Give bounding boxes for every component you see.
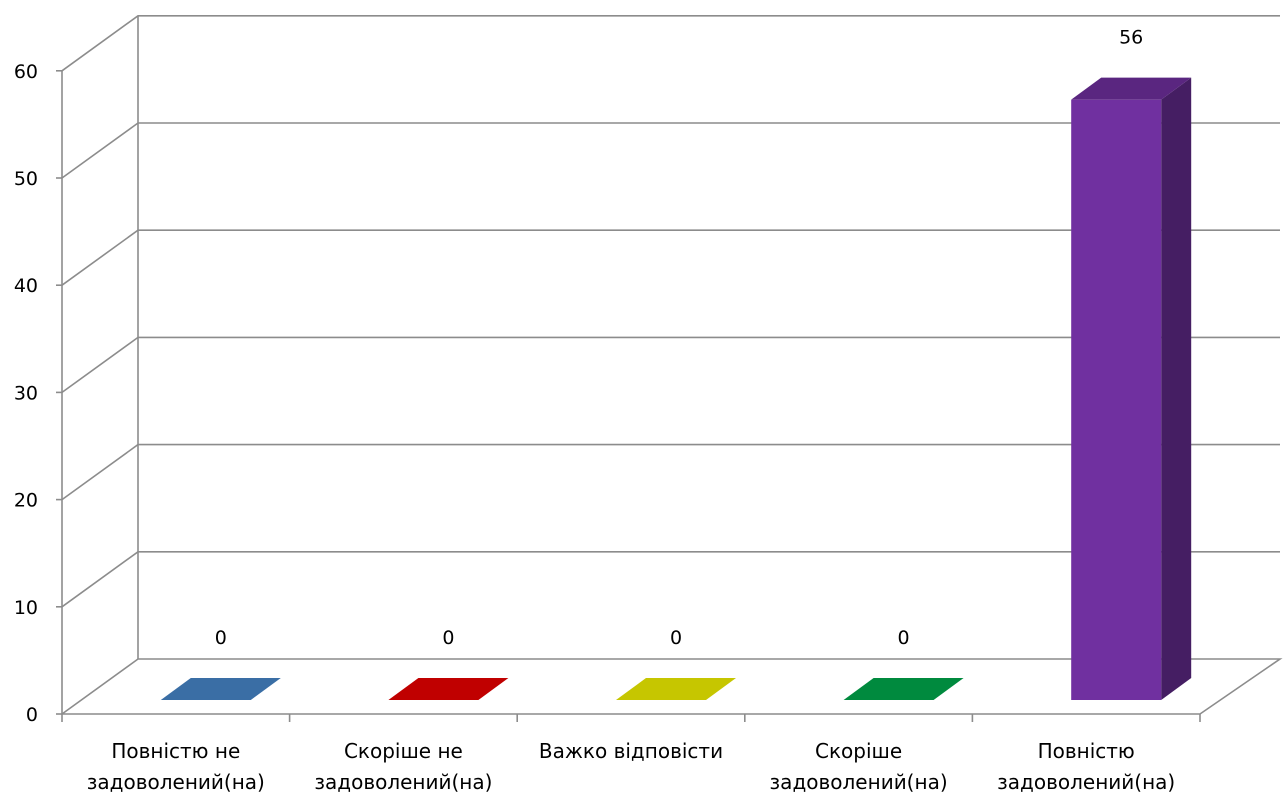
bar <box>843 678 964 700</box>
bar-top <box>616 678 736 700</box>
y-tick-label: 30 <box>14 382 38 404</box>
y-axis-ticks: 0 10 20 30 40 50 60 <box>14 61 1201 726</box>
bar-front <box>1071 99 1162 701</box>
category-labels: Повністю не задоволений(на) Скоріше не задо… <box>87 739 1175 794</box>
data-labels: 0 0 0 0 56 <box>215 27 1144 649</box>
data-label: 56 <box>1119 27 1143 49</box>
bar-top <box>388 678 509 700</box>
data-label: 0 <box>442 627 454 649</box>
y-tick-label: 0 <box>26 704 38 726</box>
y-tick-label: 50 <box>14 168 38 190</box>
bar <box>160 678 281 700</box>
y-tick-label: 20 <box>14 490 38 512</box>
bar-side <box>1161 77 1192 701</box>
bar <box>616 678 736 700</box>
bars <box>160 77 1192 701</box>
category-label: Скоріше задоволений(на) <box>770 739 948 794</box>
category-label: Повністю задоволений(на) <box>997 739 1175 794</box>
data-label: 0 <box>898 627 910 649</box>
category-label: Важко відповісти <box>539 739 723 763</box>
category-label: Повністю не задоволений(на) <box>87 739 265 794</box>
y-tick-label: 40 <box>14 275 38 297</box>
y-tick-label: 10 <box>14 597 38 619</box>
data-label: 0 <box>670 627 682 649</box>
y-tick-label: 60 <box>14 61 38 83</box>
bar-top <box>843 678 964 700</box>
bar <box>1071 77 1192 701</box>
bar-top <box>1071 77 1192 100</box>
bar <box>388 678 509 700</box>
category-label: Скоріше не задоволений(на) <box>314 739 492 794</box>
data-label: 0 <box>215 627 227 649</box>
bar-top <box>160 678 281 700</box>
floor-outline <box>61 658 1283 715</box>
gridline <box>61 15 1280 72</box>
